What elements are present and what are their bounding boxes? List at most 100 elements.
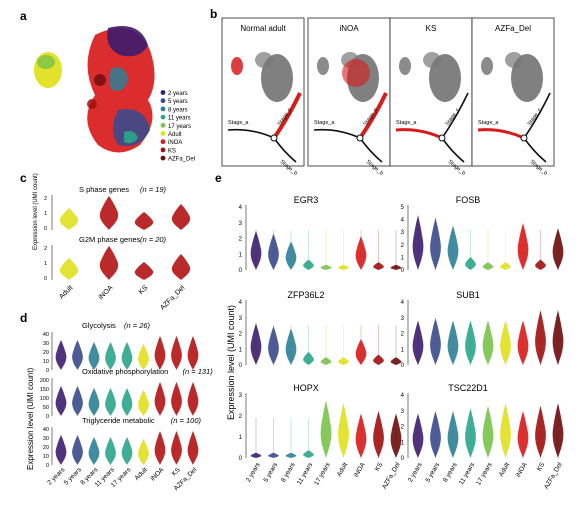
c-tick: 0 [44,276,47,282]
e-tick: 3 [401,409,405,415]
legend-label: 11 years [168,116,191,122]
legend-label: AZFa_Del [168,157,195,163]
e-violin-5 years [268,452,279,458]
panel-b-trajectories: Normal adultStage_aStage_bStage_ciNOASta… [221,17,555,177]
umap-cluster-11y [124,130,138,144]
d-violin-AZFa_Del [187,431,199,465]
e-violin-2 years [412,215,424,270]
e-group-label: 11 years [296,461,315,486]
umap-cluster-azfa [94,74,106,86]
c-ylabel: Expression level (UMI count) [33,173,39,250]
e-tick: 4 [401,393,405,399]
e-tick: 1 [239,347,243,353]
e-group-label: 8 years [280,461,297,484]
e-tick: 1 [401,255,405,261]
e-tick: 3 [239,221,243,227]
d-row-title: Triglyceride metabolic [82,416,155,425]
e-gene-title: FOSB [456,195,481,205]
e-tick: 5 [401,205,405,211]
d-violin-17 years [121,388,133,416]
e-gene-title: HOPX [293,383,319,393]
subpanel-title: AZFa_Del [495,24,531,33]
trajectory-branch-point [438,134,446,142]
e-tick: 2 [239,237,243,243]
c-tick: 2 [44,196,47,202]
e-tick: 1 [239,435,243,441]
d-violin-iNOA [154,336,166,370]
c-tick: 2 [44,246,47,252]
e-violin-Adult [500,262,511,270]
d-violin-5 years [72,386,83,416]
e-violin-8 years [285,241,297,270]
d-violin-17 years [121,342,133,370]
d-violin-8 years [88,437,100,465]
panel-c-cell-cycle-violins: Expression level (UMI count) S phase gene… [33,173,191,312]
d-violin-5 years [72,435,83,465]
c-tick: 0 [44,226,47,232]
e-violin-17 years [320,400,332,458]
d-row-n: (n = 100) [171,416,202,425]
e-violin-2 years [412,320,424,365]
e-group-label: KS [374,461,385,473]
e-violin-Adult [500,403,511,458]
e-violin-5 years [430,218,441,270]
panel-letter-b: b [210,7,217,21]
e-tick: 0 [239,456,243,462]
e-violin-17 years [482,406,494,458]
e-group-label: 5 years [425,461,442,484]
e-violin-iNOA [517,223,529,270]
c-tick: 1 [44,211,47,217]
e-tick: 2 [401,243,405,249]
d-row-n: (n = 131) [183,367,214,376]
e-violin-17 years [482,320,494,365]
d-row-title: Oxidative phosphorylation [82,367,168,376]
e-tick: 4 [239,300,243,306]
e-tick: 2 [401,332,405,338]
e-violin-11 years [303,259,314,270]
d-violin-Adult [138,344,149,370]
e-tick: 1 [401,440,405,446]
d-violin-11 years [105,437,116,465]
d-tick: 50 [43,405,49,411]
trajectory-branch-point [270,134,278,142]
e-violin-11 years [303,352,314,365]
trajectory-branch-point [356,134,364,142]
e-violin-AZFa_Del [552,228,564,270]
e-violin-Adult [338,403,349,458]
e-group-label: iNOA [353,461,367,479]
d-group-label: KS [171,466,183,478]
e-violin-8 years [285,452,297,458]
c-violin-iNOA [99,196,119,230]
d-violin-AZFa_Del [187,382,199,416]
e-tick: 1 [401,347,405,353]
panel-a-legend: 2 years 5 years 8 years 11 years 17 years Adu… [160,90,195,163]
e-violin-2 years [412,413,424,458]
e-gene-title: SUB1 [456,290,480,300]
d-group-label: Adult [133,466,149,482]
e-violin-AZFa_Del [390,413,402,458]
e-tick: 2 [239,414,243,420]
e-tick: 2 [239,332,243,338]
c-group-label: iNOA [98,284,115,301]
e-violin-KS [535,406,546,458]
e-tick: 0 [239,363,243,369]
d-tick: 0 [46,414,49,420]
d-violin-2 years [55,435,67,465]
e-group-label: 8 years [442,461,459,484]
e-tick: 4 [401,218,405,224]
legend-label: 2 years [168,91,188,97]
legend-swatch-7 [160,147,166,153]
d-tick: 10 [43,454,49,460]
e-tick: 1 [239,252,243,258]
d-violin-AZFa_Del [187,336,199,370]
e-violin-iNOA [517,411,529,458]
e-group-label: 11 years [458,461,477,486]
e-tick: 2 [401,425,405,431]
e-ylabel: Expression level (UMI count) [226,305,236,420]
subpanel-frame [471,17,555,167]
panel-e-gene-violins: Expression level (UMI count) EGR3 4 3 2 1 0 FOS… [226,195,564,490]
d-violin-KS [171,382,182,416]
e-violin-AZFa_Del [390,264,402,270]
e-violin-KS [535,259,546,270]
e-violin-5 years [430,318,441,365]
